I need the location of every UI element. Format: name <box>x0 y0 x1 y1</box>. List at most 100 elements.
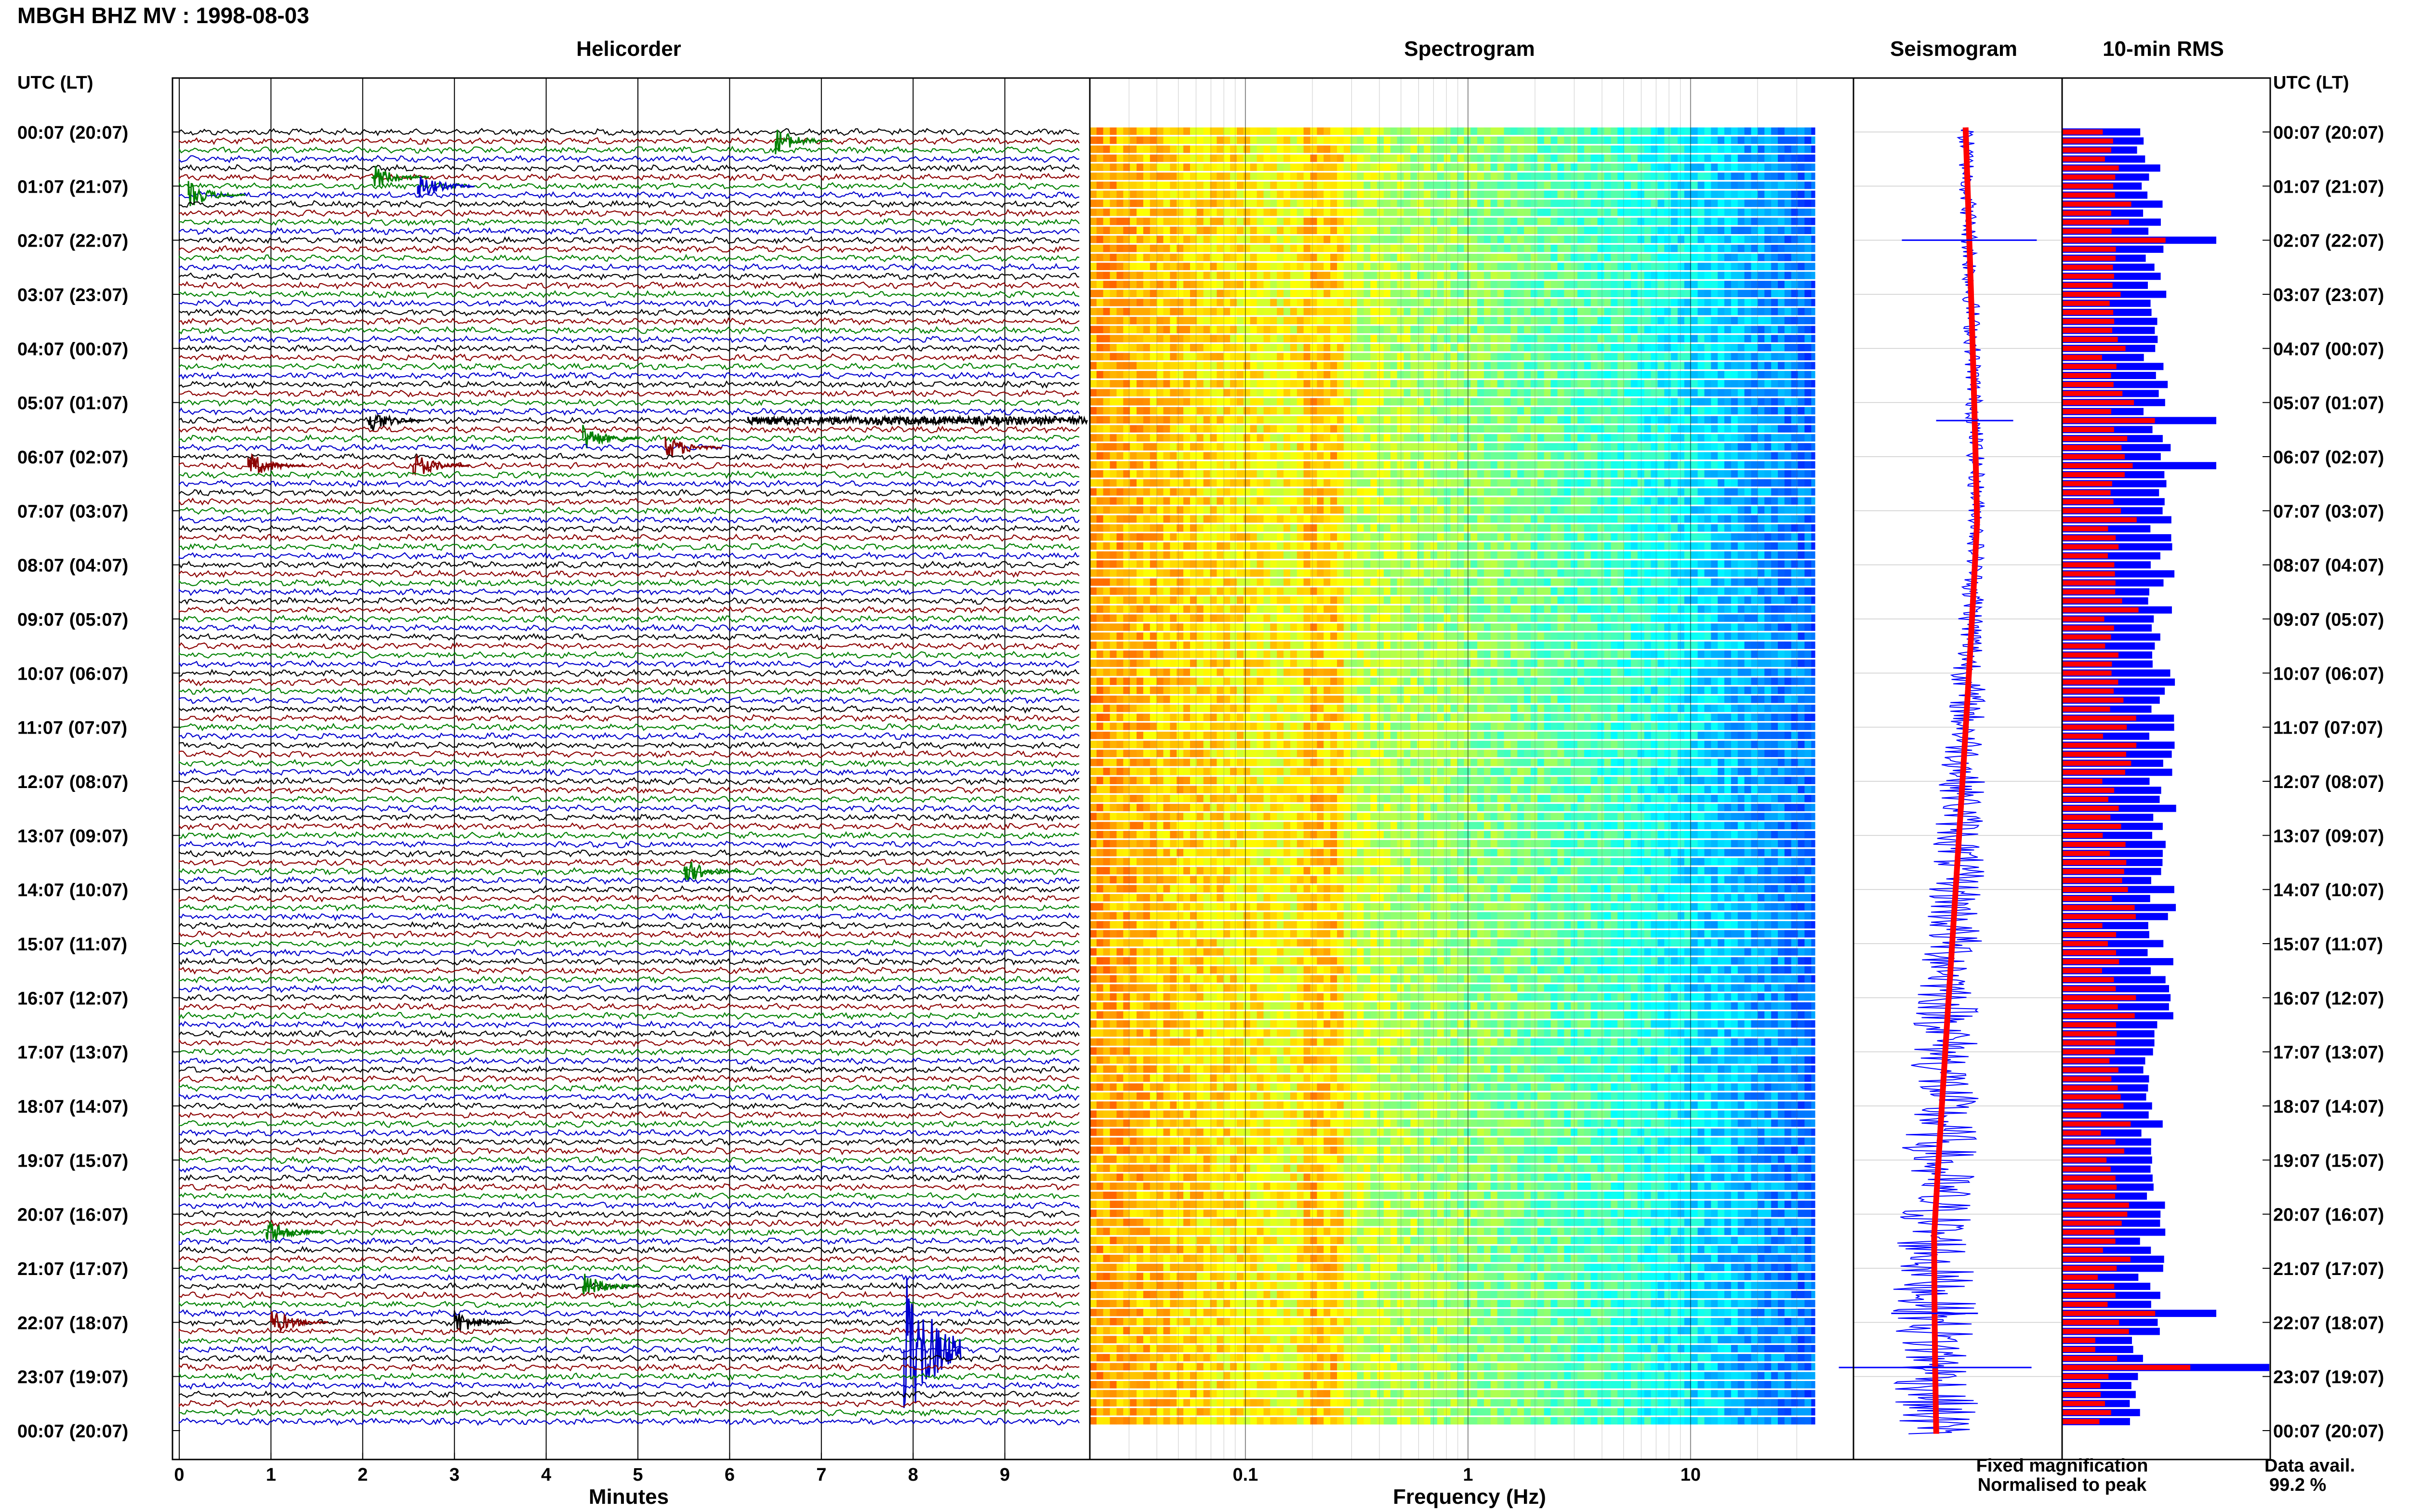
spectrogram-cell <box>1764 245 1772 252</box>
spectrogram-cell <box>1651 389 1658 396</box>
helicorder-trace <box>178 579 1080 587</box>
spectrogram-cell <box>1718 452 1725 460</box>
spectrogram-cell <box>1270 479 1277 487</box>
spectrogram-cell <box>1651 190 1658 198</box>
spectrogram-cell <box>1490 515 1498 523</box>
spectrogram-cell <box>1590 226 1598 234</box>
spectrogram-cell <box>1417 163 1424 171</box>
spectrogram-cell <box>1350 344 1358 352</box>
spectrogram-cell <box>1637 353 1645 361</box>
spectrogram-cell <box>1778 299 1785 306</box>
spectrogram-cell <box>1544 461 1551 469</box>
spectrogram-cell <box>1484 353 1491 361</box>
spectrogram-cell <box>1731 389 1738 396</box>
spectrogram-cell <box>1457 190 1464 198</box>
spectrogram-cell <box>1430 217 1438 225</box>
spectrogram-cell <box>1424 344 1431 352</box>
spectrogram-cell <box>1384 326 1391 333</box>
spectrogram-cell <box>1443 515 1451 523</box>
spectrogram-cell <box>1430 389 1438 396</box>
spectrogram-cell <box>1644 434 1652 442</box>
spectrogram-cell <box>1490 209 1498 216</box>
spectrogram-cell <box>1704 163 1711 171</box>
spectrogram-cell <box>1798 353 1805 361</box>
spectrogram-cell <box>1637 136 1645 144</box>
spectrogram-cell <box>1370 289 1377 297</box>
spectrogram-cell <box>1290 389 1297 396</box>
spectrogram-cell <box>1664 316 1671 325</box>
spectrogram-cell <box>1804 217 1812 225</box>
spectrogram-cell <box>1624 371 1631 379</box>
spectrogram-cell <box>1223 470 1231 478</box>
spectrogram-cell <box>1177 308 1184 316</box>
spectrogram-cell <box>1590 253 1598 262</box>
spectrogram-cell <box>1443 280 1451 289</box>
helicorder-trace <box>178 443 1080 452</box>
spectrogram-cell <box>1230 263 1237 270</box>
spectrogram-cell <box>1771 326 1778 333</box>
spectrogram-cell <box>1517 425 1524 433</box>
spectrogram-cell <box>1263 434 1271 442</box>
spectrogram-cell <box>1684 289 1692 297</box>
helicorder-trace <box>178 1345 1080 1354</box>
spectrogram-cell <box>1497 182 1505 189</box>
spectrogram-cell <box>1403 344 1411 352</box>
spectrogram-cell <box>1350 127 1358 135</box>
spectrogram-cell <box>1103 136 1111 144</box>
spectrogram-cell <box>1724 452 1732 460</box>
spectrogram-cell <box>1217 362 1224 369</box>
spectrogram-cell <box>1143 461 1151 469</box>
spectrogram-cell <box>1397 461 1404 469</box>
spectrogram-cell <box>1798 127 1805 135</box>
spectrogram-cell <box>1330 434 1337 442</box>
spectrogram-cell <box>1237 190 1244 198</box>
spectrogram-cell <box>1183 497 1191 505</box>
spectrogram-cell <box>1731 362 1738 369</box>
spectrogram-cell <box>1137 253 1144 262</box>
spectrogram-cell <box>1223 253 1231 262</box>
spectrogram-cell <box>1550 452 1558 460</box>
spectrogram-cell <box>1257 182 1264 189</box>
spectrogram-cell <box>1798 452 1805 460</box>
spectrogram-cell <box>1657 434 1665 442</box>
spectrogram-cell <box>1477 389 1484 396</box>
spectrogram-cell <box>1303 217 1311 225</box>
spectrogram-cell <box>1531 154 1538 162</box>
spectrogram-cell <box>1711 380 1718 388</box>
spectrogram-cell <box>1410 182 1417 189</box>
helicorder-trace <box>178 371 1080 380</box>
spectrogram-cell <box>1270 416 1277 424</box>
spectrogram-cell <box>1604 515 1611 523</box>
spectrogram-cell <box>1163 479 1170 487</box>
spectrogram-cell <box>1116 416 1124 424</box>
spectrogram-cell <box>1417 253 1424 262</box>
spectrogram-cell <box>1671 226 1678 234</box>
spectrogram-cell <box>1597 136 1605 144</box>
spectrogram-cell <box>1116 407 1124 415</box>
spectrogram-cell <box>1217 136 1224 144</box>
spectrogram-cell <box>1691 245 1698 252</box>
spectrogram-cell <box>1110 434 1117 442</box>
spectrogram-cell <box>1764 416 1772 424</box>
spectrogram-cell <box>1811 245 1815 252</box>
spectrogram-cell <box>1223 190 1231 198</box>
spectrogram-cell <box>1430 515 1438 523</box>
spectrogram-cell <box>1724 190 1732 198</box>
spectrogram-cell <box>1437 272 1444 279</box>
spectrogram-cell <box>1437 245 1444 252</box>
spectrogram-cell <box>1751 217 1758 225</box>
spectrogram-cell <box>1731 280 1738 289</box>
spectrogram-cell <box>1584 479 1591 487</box>
spectrogram-cell <box>1564 127 1571 135</box>
spectrogram-cell <box>1284 272 1291 279</box>
spectrogram-cell <box>1290 353 1297 361</box>
spectrogram-cell <box>1096 479 1104 487</box>
spectrogram-cell <box>1403 380 1411 388</box>
spectrogram-cell <box>1263 163 1271 171</box>
spectrogram-cell <box>1116 326 1124 333</box>
helicorder-trace <box>178 1192 1080 1200</box>
spectrogram-cell <box>1718 344 1725 352</box>
spectrogram-cell <box>1443 209 1451 216</box>
spectrogram-cell <box>1397 389 1404 396</box>
spectrogram-cell <box>1177 443 1184 451</box>
